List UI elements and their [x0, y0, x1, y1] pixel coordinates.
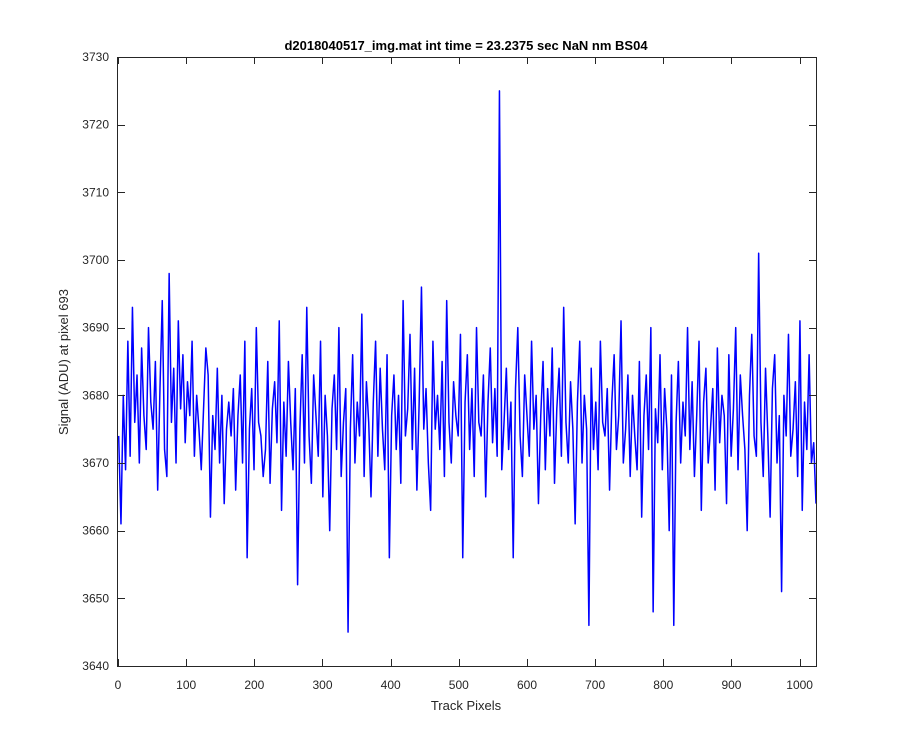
- x-axis-label: Track Pixels: [431, 698, 502, 713]
- y-tick-label: 3710: [82, 185, 109, 199]
- y-axis-label: Signal (ADU) at pixel 693: [56, 289, 71, 435]
- x-tick-label: 600: [517, 678, 537, 692]
- x-tick-label: 400: [381, 678, 401, 692]
- x-tick-label: 800: [653, 678, 673, 692]
- x-tick-label: 100: [176, 678, 196, 692]
- y-tick-label: 3690: [82, 321, 109, 335]
- y-tick-label: 3660: [82, 524, 109, 538]
- x-tick-label: 700: [585, 678, 605, 692]
- y-tick-label: 3720: [82, 118, 109, 132]
- x-axis-ticks: 0 100 200 300 400 500 600 700 800 900 1000: [115, 57, 813, 692]
- signal-series-line: [117, 90, 817, 633]
- x-tick-label: 900: [721, 678, 741, 692]
- y-axis-ticks: 3640 3650 3660 3670 3680 3690 3700 3710 3720 3730: [82, 50, 816, 673]
- y-tick-label: 3730: [82, 50, 109, 64]
- y-tick-label: 3640: [82, 659, 109, 673]
- y-tick-label: 3650: [82, 591, 109, 605]
- x-tick-label: 1000: [786, 678, 813, 692]
- axes-box: [117, 57, 817, 667]
- axes: 0 100 200 300 400 500 600 700 800 900 1000 3640 365…: [82, 50, 817, 692]
- x-tick-label: 300: [312, 678, 332, 692]
- y-tick-label: 3700: [82, 253, 109, 267]
- x-tick-label: 0: [115, 678, 122, 692]
- y-tick-label: 3680: [82, 388, 109, 402]
- y-tick-label: 3670: [82, 456, 109, 470]
- x-tick-label: 200: [244, 678, 264, 692]
- x-tick-label: 500: [449, 678, 469, 692]
- chart-title: d2018040517_img.mat int time = 23.2375 s…: [284, 38, 648, 53]
- series-layer: [117, 90, 817, 633]
